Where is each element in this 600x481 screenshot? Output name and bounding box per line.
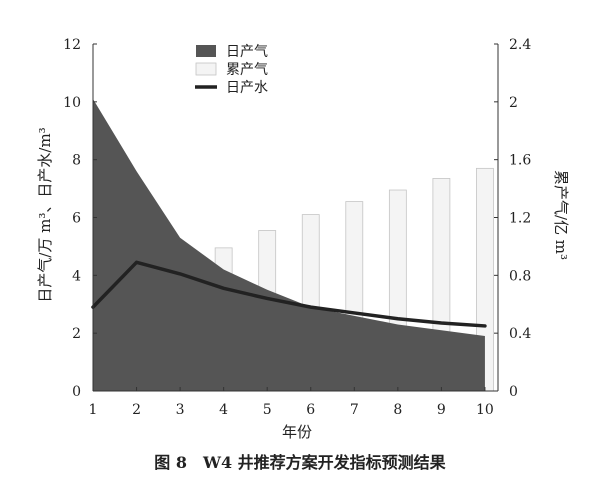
y-axis-right-title: 累产气/亿 m³: [552, 170, 570, 260]
figure-caption: 图 8 W4 井推荐方案开发指标预测结果: [154, 453, 445, 472]
legend-label: 日产水: [226, 80, 268, 96]
x-tick-label: 5: [263, 402, 272, 418]
area-daily-gas: [93, 98, 485, 392]
y-right-tick-label: 1.2: [509, 211, 531, 227]
x-tick-label: 1: [89, 402, 98, 418]
y-left-tick-label: 0: [72, 384, 81, 400]
y-left-tick-label: 4: [72, 268, 81, 284]
x-tick-label: 3: [176, 402, 185, 418]
x-tick-label: 7: [350, 402, 359, 418]
y-right-tick-label: 1.6: [509, 153, 531, 169]
x-tick-label: 10: [476, 402, 494, 418]
legend-swatch-cumulative-gas: [195, 62, 217, 76]
x-tick-label: 9: [437, 402, 446, 418]
x-tick-label: 8: [393, 402, 402, 418]
x-tick-label: 6: [306, 402, 315, 418]
y-right-tick-label: 0: [509, 384, 518, 400]
y-left-tick-label: 12: [63, 37, 81, 53]
area-layer: [93, 98, 485, 392]
x-tick-label: 4: [219, 402, 228, 418]
legend-label: 累产气: [226, 62, 268, 78]
line-layer: [91, 260, 487, 328]
y-axis-left-title: 日产气/万 m³、日产水/m³: [36, 127, 54, 302]
line-daily-water: [91, 260, 487, 328]
x-tick-label: 2: [132, 402, 141, 418]
y-right-tick-label: 0.4: [509, 326, 531, 342]
y-right-tick-label: 0.8: [509, 268, 531, 284]
x-axis-title: 年份: [282, 423, 312, 441]
legend-swatch-daily-gas: [196, 45, 216, 57]
legend-label: 日产气: [226, 44, 268, 60]
y-left-tick-label: 8: [72, 153, 81, 169]
y-right-tick-label: 2.4: [509, 37, 531, 53]
y-right-tick-label: 2: [509, 95, 518, 111]
y-left-tick-label: 6: [72, 211, 81, 227]
y-left-tick-label: 2: [72, 326, 81, 342]
y-left-tick-label: 10: [63, 95, 81, 111]
